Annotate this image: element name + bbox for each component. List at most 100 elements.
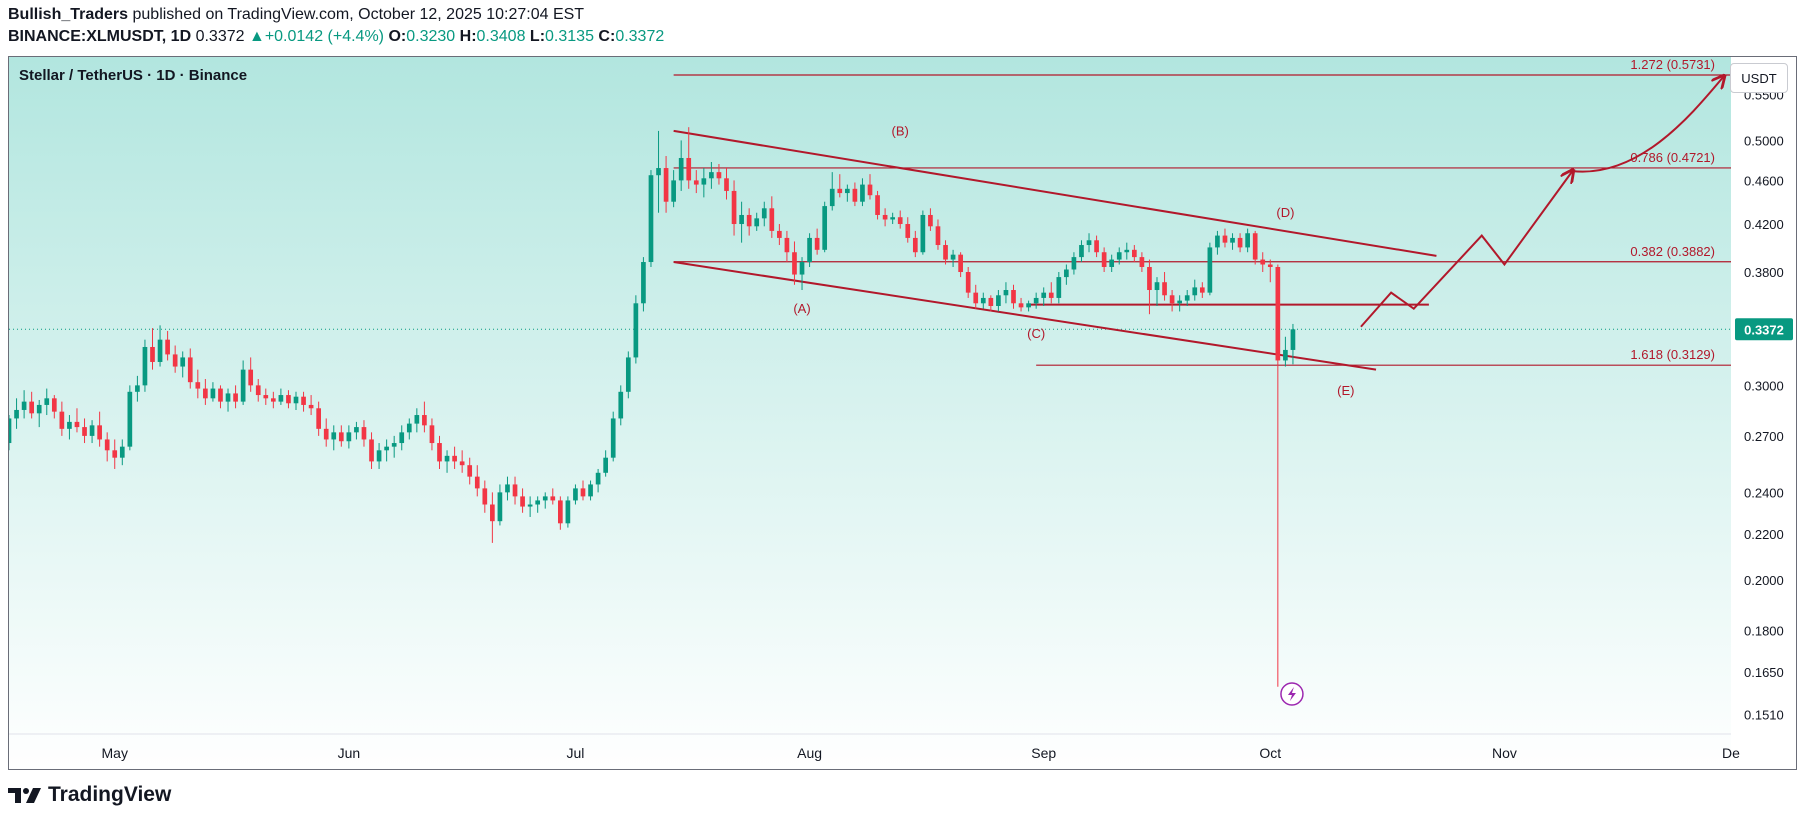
candle [1071,252,1077,275]
candle-body [391,443,397,447]
time-tick-label: May [102,745,128,761]
candle [301,391,306,412]
candle-body [97,425,102,440]
candle [1169,290,1175,312]
candle-body [384,446,389,451]
candle-body [520,496,525,507]
candle [414,408,420,433]
candle [588,480,593,501]
author-name[interactable]: Bullish_Traders [8,6,129,23]
candle-body [74,421,80,428]
candle-body [716,172,722,179]
candle [1056,272,1062,304]
currency-button[interactable]: USDT [1730,63,1788,93]
projection-zigzag[interactable] [1360,171,1572,328]
candle [535,496,541,513]
candle [399,425,405,451]
price-chart[interactable]: 1.272 (0.5731) 0.786 (0.4721) 0.382 (0.388… [9,57,1797,770]
candle [1033,292,1039,309]
candle-body [746,214,752,227]
price-tick-label: 0.4600 [1744,173,1784,188]
time-axis[interactable]: May Jun Jul Aug Sep Oct Nov De [102,745,1741,761]
projection-curve[interactable] [1572,77,1723,173]
candle-body [950,254,956,260]
candle-body [29,401,34,414]
candle-body [414,415,420,424]
candle [618,385,624,426]
candle-body [1230,237,1235,243]
candle [1290,323,1296,365]
candle [1132,245,1137,263]
candle [754,212,760,231]
candle [580,480,586,501]
candle [573,484,578,505]
candle-body [89,425,95,436]
price-tick-label: 0.2400 [1744,485,1784,500]
candle-body [973,292,979,304]
candle [777,224,782,246]
candle [497,484,503,526]
time-tick-label: Jun [338,745,361,761]
high-label: H: [459,28,477,45]
trendline[interactable] [673,129,1437,257]
candle-body [429,425,435,444]
tradingview-logo[interactable]: TradingView [8,783,171,807]
candle [731,180,737,236]
candle-body [943,245,948,260]
candle-body [565,500,571,524]
candle-body [127,391,133,447]
candle-body [905,224,911,238]
candle [338,425,344,447]
candle [1154,277,1160,306]
candle [693,170,699,194]
candle-body [1260,259,1266,265]
candle [1184,290,1190,306]
candle-body [14,409,19,419]
open-value: 0.3230 [406,28,456,45]
candle-body [369,439,374,462]
candle [384,439,389,462]
drawing-layer [9,74,1731,371]
candle [225,388,231,412]
candle-body [671,180,676,202]
candle-body [67,421,72,429]
candle-body [1079,245,1084,258]
low-value: 0.3135 [545,28,594,45]
candle-body [1237,237,1243,248]
candle-body [875,195,880,215]
chart-frame[interactable]: 1.272 (0.5731) 0.786 (0.4721) 0.382 (0.388… [8,56,1797,770]
trendline[interactable] [673,261,1377,371]
candle-body [807,237,812,263]
candle-body [852,188,858,202]
publish-info: Bullish_Traders published on TradingView… [8,6,584,24]
candle-body [633,303,639,358]
candle-body [172,354,178,367]
candle [240,360,246,405]
candle-body [656,168,661,176]
fib-level-label: 0.786 (0.4721) [1630,150,1715,165]
candle [505,476,510,501]
candle-body [1207,247,1213,293]
candle-body [346,432,352,442]
candle-body [406,423,412,433]
time-tick-label: Sep [1031,745,1056,761]
price-axis[interactable]: 0.55000.50000.46000.42000.38000.34000.30… [1735,88,1793,723]
candle-body [920,214,926,253]
candle-body [187,357,193,383]
lightning-icon[interactable] [1280,682,1304,706]
candle [1041,287,1047,306]
candle-body [263,395,269,399]
candle [1003,282,1009,304]
candle-body [1245,233,1250,248]
candle [897,210,903,229]
candle-body [180,357,186,367]
candle [1252,230,1258,265]
candle [1245,228,1250,253]
candle [369,432,374,469]
candle [444,450,450,473]
last-price-badge-label: 0.3372 [1744,322,1784,337]
candle [950,249,956,267]
candle-body [573,488,578,501]
candle [1199,282,1205,298]
candle [59,401,65,436]
